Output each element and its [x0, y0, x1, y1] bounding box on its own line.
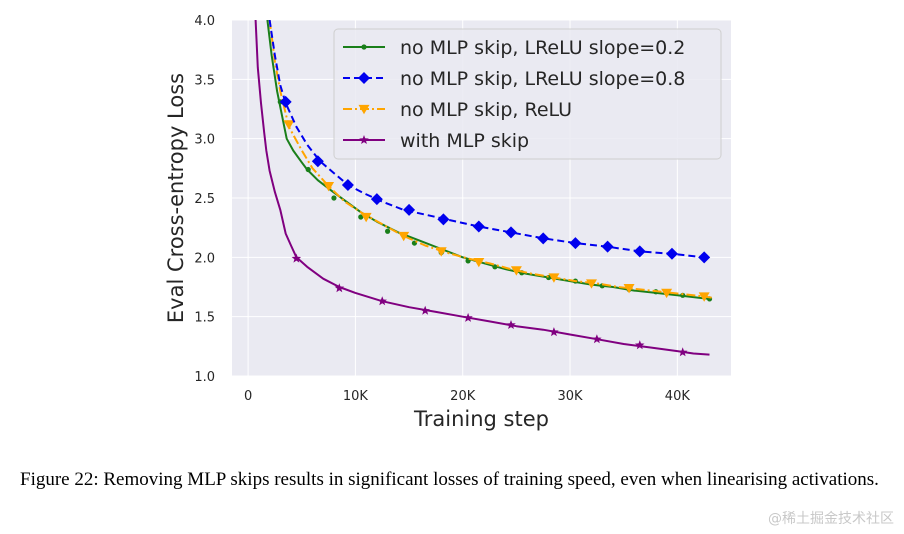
data-point	[678, 347, 688, 357]
data-point	[601, 240, 614, 253]
series-1	[268, 20, 711, 264]
data-point	[331, 195, 337, 201]
data-point	[463, 312, 473, 322]
x-tick-label: 30K	[557, 389, 583, 404]
data-point	[537, 232, 550, 245]
series-line	[268, 20, 712, 299]
data-point	[680, 292, 686, 298]
data-point	[385, 228, 391, 234]
data-point	[358, 214, 364, 220]
legend-entry: no MLP skip, LReLU slope=0.2	[343, 37, 685, 59]
chart: 0 10K 20K 30K 40K 1.0 1.5 2.0 2.5 3.0 3.5 4.0 Train…	[164, 14, 731, 431]
data-point	[506, 320, 516, 329]
data-point	[420, 305, 430, 315]
data-point	[492, 264, 498, 270]
y-tick-label: 1.5	[194, 311, 215, 326]
legend-entry: no MLP skip, ReLU	[343, 99, 572, 121]
y-tick-label: 3.5	[194, 73, 215, 88]
legend: no MLP skip, LReLU slope=0.2 no MLP skip,…	[333, 28, 722, 160]
data-point	[549, 327, 559, 337]
data-point	[341, 178, 354, 191]
legend-label: no MLP skip, ReLU	[400, 99, 572, 121]
series-2	[268, 20, 712, 302]
data-point	[505, 226, 518, 239]
data-point	[283, 120, 295, 130]
data-point	[403, 203, 416, 216]
series-line	[254, 20, 710, 356]
data-point	[569, 237, 582, 250]
legend-box	[333, 28, 722, 160]
legend-marker	[361, 44, 367, 50]
y-tick-label: 4.0	[194, 14, 215, 29]
legend-entry: with MLP skip	[343, 130, 529, 152]
data-point	[698, 292, 710, 302]
data-point	[334, 283, 345, 293]
series-layer	[254, 20, 713, 357]
legend-marker	[359, 135, 369, 144]
legend-label: with MLP skip	[400, 130, 529, 152]
data-point	[633, 245, 646, 258]
legend-label: no MLP skip, LReLU slope=0.2	[400, 37, 685, 59]
x-tick-label: 20K	[450, 389, 476, 404]
data-point	[665, 247, 678, 260]
data-point	[437, 213, 450, 226]
data-point	[585, 279, 597, 289]
series-line	[268, 20, 705, 259]
data-point	[305, 166, 311, 173]
data-point	[510, 266, 522, 276]
x-tick-label: 10K	[343, 389, 369, 404]
data-point	[661, 288, 673, 299]
y-tick-label: 3.0	[194, 133, 215, 148]
legend-label: no MLP skip, LReLU slope=0.8	[400, 68, 685, 90]
x-tick-label: 40K	[665, 389, 691, 404]
data-point	[398, 231, 410, 242]
data-point	[698, 251, 711, 264]
data-point	[435, 247, 447, 257]
data-point	[472, 220, 485, 233]
series-3	[254, 20, 710, 357]
data-point	[291, 253, 302, 263]
y-tick-label: 1.0	[194, 370, 215, 385]
data-point	[548, 273, 560, 283]
legend-entry: no MLP skip, LReLU slope=0.8	[343, 68, 685, 90]
data-point	[279, 95, 292, 108]
y-tick-label: 2.0	[194, 251, 215, 266]
legend-marker	[358, 104, 370, 115]
data-point	[377, 296, 387, 306]
x-tick-label: 0	[244, 389, 252, 404]
watermark: @稀土掘金技术社区	[768, 511, 894, 527]
y-axis-label: Eval Cross-entropy Loss	[164, 73, 188, 323]
data-point	[360, 212, 372, 223]
data-point	[311, 155, 324, 168]
data-point	[635, 340, 645, 350]
data-point	[370, 193, 383, 206]
figure-caption: Figure 22: Removing MLP skips results in…	[20, 469, 879, 490]
y-tick-label: 2.5	[194, 192, 215, 207]
data-point	[623, 284, 635, 294]
data-point	[473, 257, 485, 268]
data-point	[323, 182, 335, 192]
legend-marker	[358, 72, 370, 84]
tick-labels: 0 10K 20K 30K 40K 1.0 1.5 2.0 2.5 3.0 3.5 4.0	[194, 14, 690, 404]
data-point	[592, 334, 602, 344]
x-axis-label: Training step	[413, 407, 549, 431]
